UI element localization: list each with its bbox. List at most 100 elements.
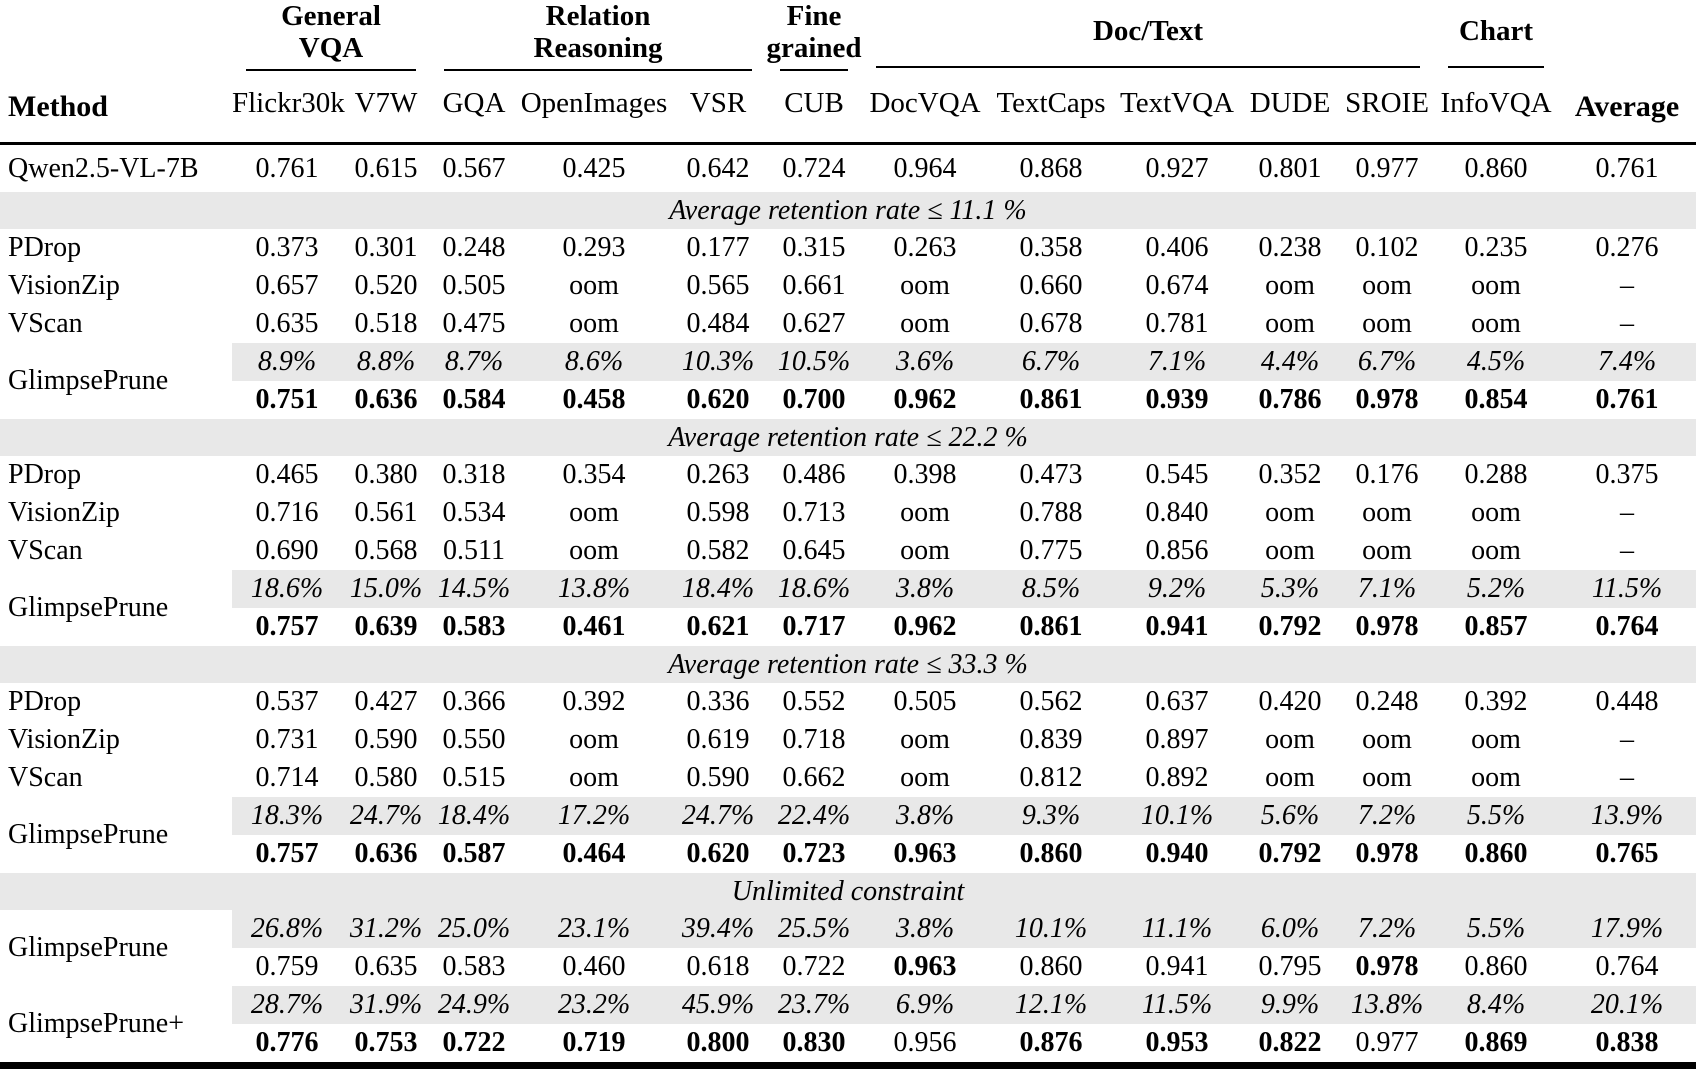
col-header-flickr30k: Flickr30k <box>232 86 345 119</box>
retention-cell: 20.1% <box>1558 986 1696 1024</box>
table-row: PDrop 0.465 0.380 0.318 0.354 0.263 0.486 0.398… <box>0 456 1696 494</box>
value-cell: 0.448 <box>1595 686 1659 717</box>
value-cell: 0.786 <box>1258 384 1322 415</box>
retention-cell: 5.2% <box>1434 570 1559 608</box>
value-cell: 0.764 <box>1595 611 1659 642</box>
value-cell: oom <box>569 762 619 793</box>
col-header-dude: DUDE <box>1249 86 1331 119</box>
value-cell: 0.857 <box>1464 611 1528 642</box>
value-cell: oom <box>1265 535 1315 566</box>
value-cell: 0.293 <box>562 232 626 263</box>
value-cell: 0.248 <box>442 232 506 263</box>
value-cell: 0.978 <box>1355 611 1419 642</box>
retention-cell: 25.0% <box>430 910 518 948</box>
value-cell: 0.375 <box>1595 459 1659 490</box>
value-cell: 0.486 <box>782 459 846 490</box>
section-row: Unlimited constraint <box>0 873 1696 910</box>
value-cell: 0.590 <box>686 762 750 793</box>
section-label: Average retention rate ≤ 22.2 % <box>0 419 1696 456</box>
method-cell: VScan <box>0 532 232 570</box>
value-cell: 0.642 <box>686 152 750 184</box>
value-cell: 0.731 <box>255 724 319 755</box>
value-cell: 0.639 <box>354 611 418 642</box>
retention-cell: 3.8% <box>862 570 989 608</box>
col-header-textcaps: TextCaps <box>996 86 1106 119</box>
method-cell: PDrop <box>0 683 232 721</box>
value-cell: 0.248 <box>1355 686 1419 717</box>
value-cell: oom <box>900 535 950 566</box>
value-cell: 0.620 <box>686 838 750 869</box>
retention-cell: 24.7% <box>342 797 430 835</box>
value-cell: 0.336 <box>686 686 750 717</box>
value-cell: – <box>1620 762 1635 793</box>
group-rule <box>1448 66 1545 68</box>
retention-cell: 8.5% <box>988 570 1115 608</box>
group-header-row: Method General VQA Relation Reasoning Fi… <box>0 0 1696 123</box>
value-cell: 0.552 <box>782 686 846 717</box>
retention-cell: 8.9% <box>232 343 342 381</box>
retention-cell: 3.6% <box>862 343 989 381</box>
value-cell: 0.545 <box>1145 459 1209 490</box>
value-cell: 0.941 <box>1145 951 1209 982</box>
value-cell: 0.584 <box>442 384 506 415</box>
value-cell: 0.812 <box>1019 762 1083 793</box>
retention-cell: 6.7% <box>1340 343 1435 381</box>
value-cell: 0.840 <box>1145 497 1209 528</box>
value-cell: 0.839 <box>1019 724 1083 755</box>
value-cell: 0.722 <box>442 1027 506 1058</box>
retention-cell: 25.5% <box>766 910 863 948</box>
retention-cell: 5.5% <box>1434 910 1559 948</box>
value-cell: 0.700 <box>782 384 846 415</box>
retention-cell: 13.9% <box>1558 797 1696 835</box>
value-cell: 0.761 <box>1595 152 1659 184</box>
value-cell: 0.978 <box>1355 951 1419 982</box>
value-cell: 0.860 <box>1019 838 1083 869</box>
value-cell: 0.464 <box>562 838 626 869</box>
table-row: 0.757 0.636 0.587 0.464 0.620 0.723 0.963 0.860… <box>0 835 1696 873</box>
value-cell: 0.861 <box>1019 611 1083 642</box>
value-cell: – <box>1620 535 1635 566</box>
column-header-row: Flickr30k V7W GQA OpenImages VSR CUB Doc… <box>0 68 1696 144</box>
retention-cell: 8.7% <box>430 343 518 381</box>
value-cell: oom <box>900 497 950 528</box>
retention-cell: 9.3% <box>988 797 1115 835</box>
value-cell: 0.876 <box>1019 1027 1083 1058</box>
value-cell: 0.776 <box>255 1027 319 1058</box>
value-cell: 0.615 <box>354 152 418 184</box>
value-cell: 0.620 <box>686 384 750 415</box>
value-cell: 0.392 <box>562 686 626 717</box>
value-cell: oom <box>900 724 950 755</box>
value-cell: 0.420 <box>1258 686 1322 717</box>
value-cell: 0.534 <box>442 497 506 528</box>
retention-row: GlimpsePrune+ 28.7% 31.9% 24.9% 23.2% 45.9% 23… <box>0 986 1696 1066</box>
value-cell: 0.505 <box>893 686 957 717</box>
method-cell: GlimpsePrune <box>0 343 232 419</box>
group-fine-grained: Fine grained <box>766 0 862 71</box>
section-label: Average retention rate ≤ 33.3 % <box>0 646 1696 683</box>
value-cell: 0.520 <box>354 270 418 301</box>
retention-cell: 8.6% <box>518 343 670 381</box>
value-cell: 0.511 <box>443 535 505 566</box>
value-cell: 0.792 <box>1258 838 1322 869</box>
retention-cell: 18.4% <box>430 797 518 835</box>
value-cell: 0.674 <box>1145 270 1209 301</box>
retention-row: GlimpsePrune 8.9% 8.8% 8.7% 8.6% 10.3% 10.5% 3.… <box>0 343 1696 419</box>
value-cell: 0.860 <box>1464 951 1528 982</box>
retention-cell: 24.9% <box>430 986 518 1024</box>
retention-cell: 9.2% <box>1114 570 1241 608</box>
value-cell: 0.102 <box>1355 232 1419 263</box>
value-cell: 0.978 <box>1355 384 1419 415</box>
group-label-relation-reasoning: Relation Reasoning <box>533 0 663 65</box>
section-row: Average retention rate ≤ 11.1 % <box>0 192 1696 229</box>
value-cell: 0.801 <box>1258 152 1322 184</box>
value-cell: oom <box>1362 497 1412 528</box>
value-cell: 0.583 <box>442 611 506 642</box>
retention-cell: 11.5% <box>1114 986 1241 1024</box>
retention-cell: 8.8% <box>342 343 430 381</box>
retention-row: GlimpsePrune 26.8% 31.2% 25.0% 23.1% 39.4% 25.… <box>0 910 1696 986</box>
value-cell: 0.795 <box>1258 951 1322 982</box>
value-cell: 0.373 <box>255 232 319 263</box>
value-cell: oom <box>900 308 950 339</box>
value-cell: 0.318 <box>442 459 506 490</box>
value-cell: 0.392 <box>1464 686 1528 717</box>
